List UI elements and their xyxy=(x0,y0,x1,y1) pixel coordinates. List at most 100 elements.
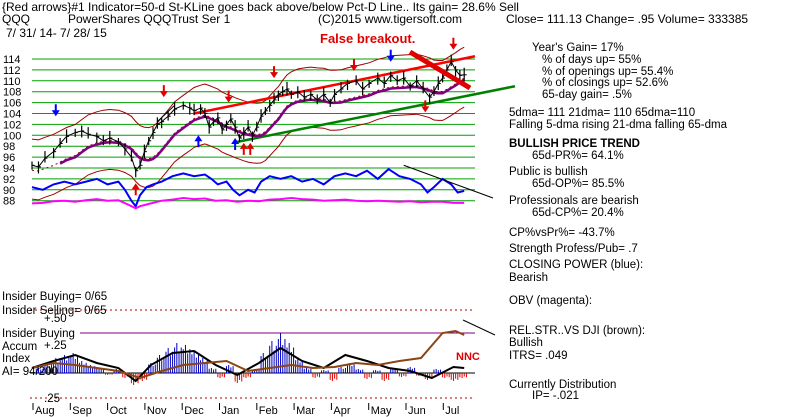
closing-power-line xyxy=(31,167,465,209)
stat-line: Bearish xyxy=(509,272,548,284)
x-tick-label: Feb xyxy=(259,405,278,417)
x-axis-month-labels: Aug Sep Oct Nov Dec Jan Feb Mar Apr May Jun Jul xyxy=(32,403,459,417)
rel-strength-pointer xyxy=(462,319,496,336)
sell-arrow xyxy=(224,90,233,103)
insider-label-bg xyxy=(0,326,80,338)
x-tick-label: Apr xyxy=(333,405,350,417)
sell-arrow xyxy=(386,49,395,62)
middle-band xyxy=(31,77,465,172)
x-tick-label: Nov xyxy=(147,405,167,417)
stat-line: 65d-CP%= 20.4% xyxy=(532,207,624,219)
signal-arrows xyxy=(51,37,458,196)
trendlines xyxy=(156,55,516,144)
x-tick-label: Jun xyxy=(408,405,426,417)
y-tick-label: 106 xyxy=(3,98,21,110)
y-tick-label: 114 xyxy=(3,54,21,66)
sell-arrow xyxy=(449,37,458,50)
accum-label: Accum xyxy=(2,341,37,353)
price-bars xyxy=(31,54,467,178)
fund-name: PowerShares QQQTrust Ser 1 xyxy=(68,12,231,26)
false-breakout-arrow xyxy=(408,49,472,91)
insider-buying: Insider Buying= 0/65 xyxy=(2,291,107,303)
stat-line: ITRS= .049 xyxy=(509,350,568,362)
ai-value: AI= 94/200 xyxy=(2,366,58,378)
date-range: 7/ 31/ 14- 7/ 28/ 15 xyxy=(6,26,107,40)
x-tick-label: Jul xyxy=(445,405,459,417)
ma65-line xyxy=(59,78,465,165)
quote-line: Close= 111.13 Change= .95 Volume= 333385 xyxy=(506,12,748,26)
stat-line: CLOSING POWER (blue): xyxy=(509,259,643,271)
ticker-symbol: QQQ xyxy=(2,12,30,26)
accumulation-bars xyxy=(35,333,467,385)
y-tick-label: 100 xyxy=(3,130,21,142)
insider-selling: Insider Selling= 0/65 xyxy=(2,305,107,317)
stat-line: Currently Distribution xyxy=(509,379,616,391)
stat-line: Professionals are bearish xyxy=(509,195,639,207)
x-tick-label: Sep xyxy=(72,405,92,417)
closing-power-downtrend xyxy=(403,164,494,199)
y-tick-label: 98 xyxy=(3,141,15,153)
buy-arrow xyxy=(131,183,140,196)
index-label: Index xyxy=(2,353,30,365)
buy-arrow xyxy=(194,135,203,148)
x-tick-label: Jan xyxy=(222,405,240,417)
indicator-description: {Red arrows}#1 Indicator=50-d St-KLine g… xyxy=(2,0,519,14)
accum-minus-25: .25 xyxy=(44,393,60,405)
stat-line: 65-day gain= .5% xyxy=(542,89,632,101)
y-tick-label: 110 xyxy=(3,76,21,88)
y-tick-label: 94 xyxy=(3,163,15,175)
accum-plus-50: +.50 xyxy=(44,313,67,325)
false-breakout-box xyxy=(316,30,424,46)
lower-band xyxy=(31,106,465,201)
stat-line: OBV (magenta): xyxy=(509,295,592,307)
sell-arrow xyxy=(349,58,358,71)
nnc-label: NNC xyxy=(456,351,480,363)
breakout-tick xyxy=(156,104,175,123)
stat-line: BULLISH PRICE TREND xyxy=(509,138,640,150)
buy-arrow xyxy=(231,138,240,151)
stat-line: 65d-PR%= 64.1% xyxy=(532,150,624,162)
y-tick-label: 108 xyxy=(3,87,21,99)
x-tick-label: Mar xyxy=(296,405,315,417)
obv-line xyxy=(31,196,465,210)
y-tick-label: 96 xyxy=(3,152,15,164)
sell-arrow xyxy=(51,104,60,117)
buy-arrow xyxy=(246,142,255,155)
y-tick-label: 102 xyxy=(3,119,21,131)
stat-line: Public is bullish xyxy=(509,166,588,178)
stat-line: % of openings up= 55.4% xyxy=(542,66,673,78)
lower-channel-line xyxy=(237,85,516,144)
stat-line: Falling 5-dma rising 21-dma falling 65-d… xyxy=(509,119,728,131)
stat-line: 5dma= 111 21dma= 110 65dma=110 xyxy=(509,107,695,119)
stat-line: Year's Gain= 17% xyxy=(532,42,624,54)
stat-line: % of days up= 55% xyxy=(542,54,641,66)
x-tick-label: Oct xyxy=(110,405,127,417)
stats-panel: Year's Gain= 17%% of days up= 55%% of op… xyxy=(509,42,728,402)
rel-strength-line xyxy=(31,329,465,380)
stat-line: Strength Profess/Pub= .7 xyxy=(509,243,638,255)
stat-line: REL.STR..VS DJI (brown): xyxy=(509,325,645,337)
copyright: (C)2015 www.tigersoft.com xyxy=(318,12,462,26)
y-tick-label: 112 xyxy=(3,65,21,77)
buy-arrow xyxy=(239,142,248,155)
x-tick-label: May xyxy=(371,405,392,417)
sell-arrow xyxy=(421,100,430,113)
stat-line: IP= -.021 xyxy=(532,390,579,402)
stat-line: Bullish xyxy=(509,337,543,349)
stat-line: 65d-OP%= 85.5% xyxy=(532,178,624,190)
insider-buying-label: Insider Buying xyxy=(2,328,75,340)
y-tick-label: 88 xyxy=(3,196,15,208)
y-tick-label: 90 xyxy=(3,185,15,197)
accum-plus-25: +.25 xyxy=(44,340,67,352)
stat-line: CP%vsPr%= -43.7% xyxy=(509,227,615,239)
false-breakout-label: False breakout. xyxy=(320,31,415,46)
y-tick-label: 104 xyxy=(3,109,21,121)
pressure-line xyxy=(31,346,465,383)
sell-arrow xyxy=(270,66,279,79)
x-tick-label: Dec xyxy=(184,405,204,417)
x-tick-label: Aug xyxy=(35,405,55,417)
y-tick-label: 92 xyxy=(3,174,15,186)
